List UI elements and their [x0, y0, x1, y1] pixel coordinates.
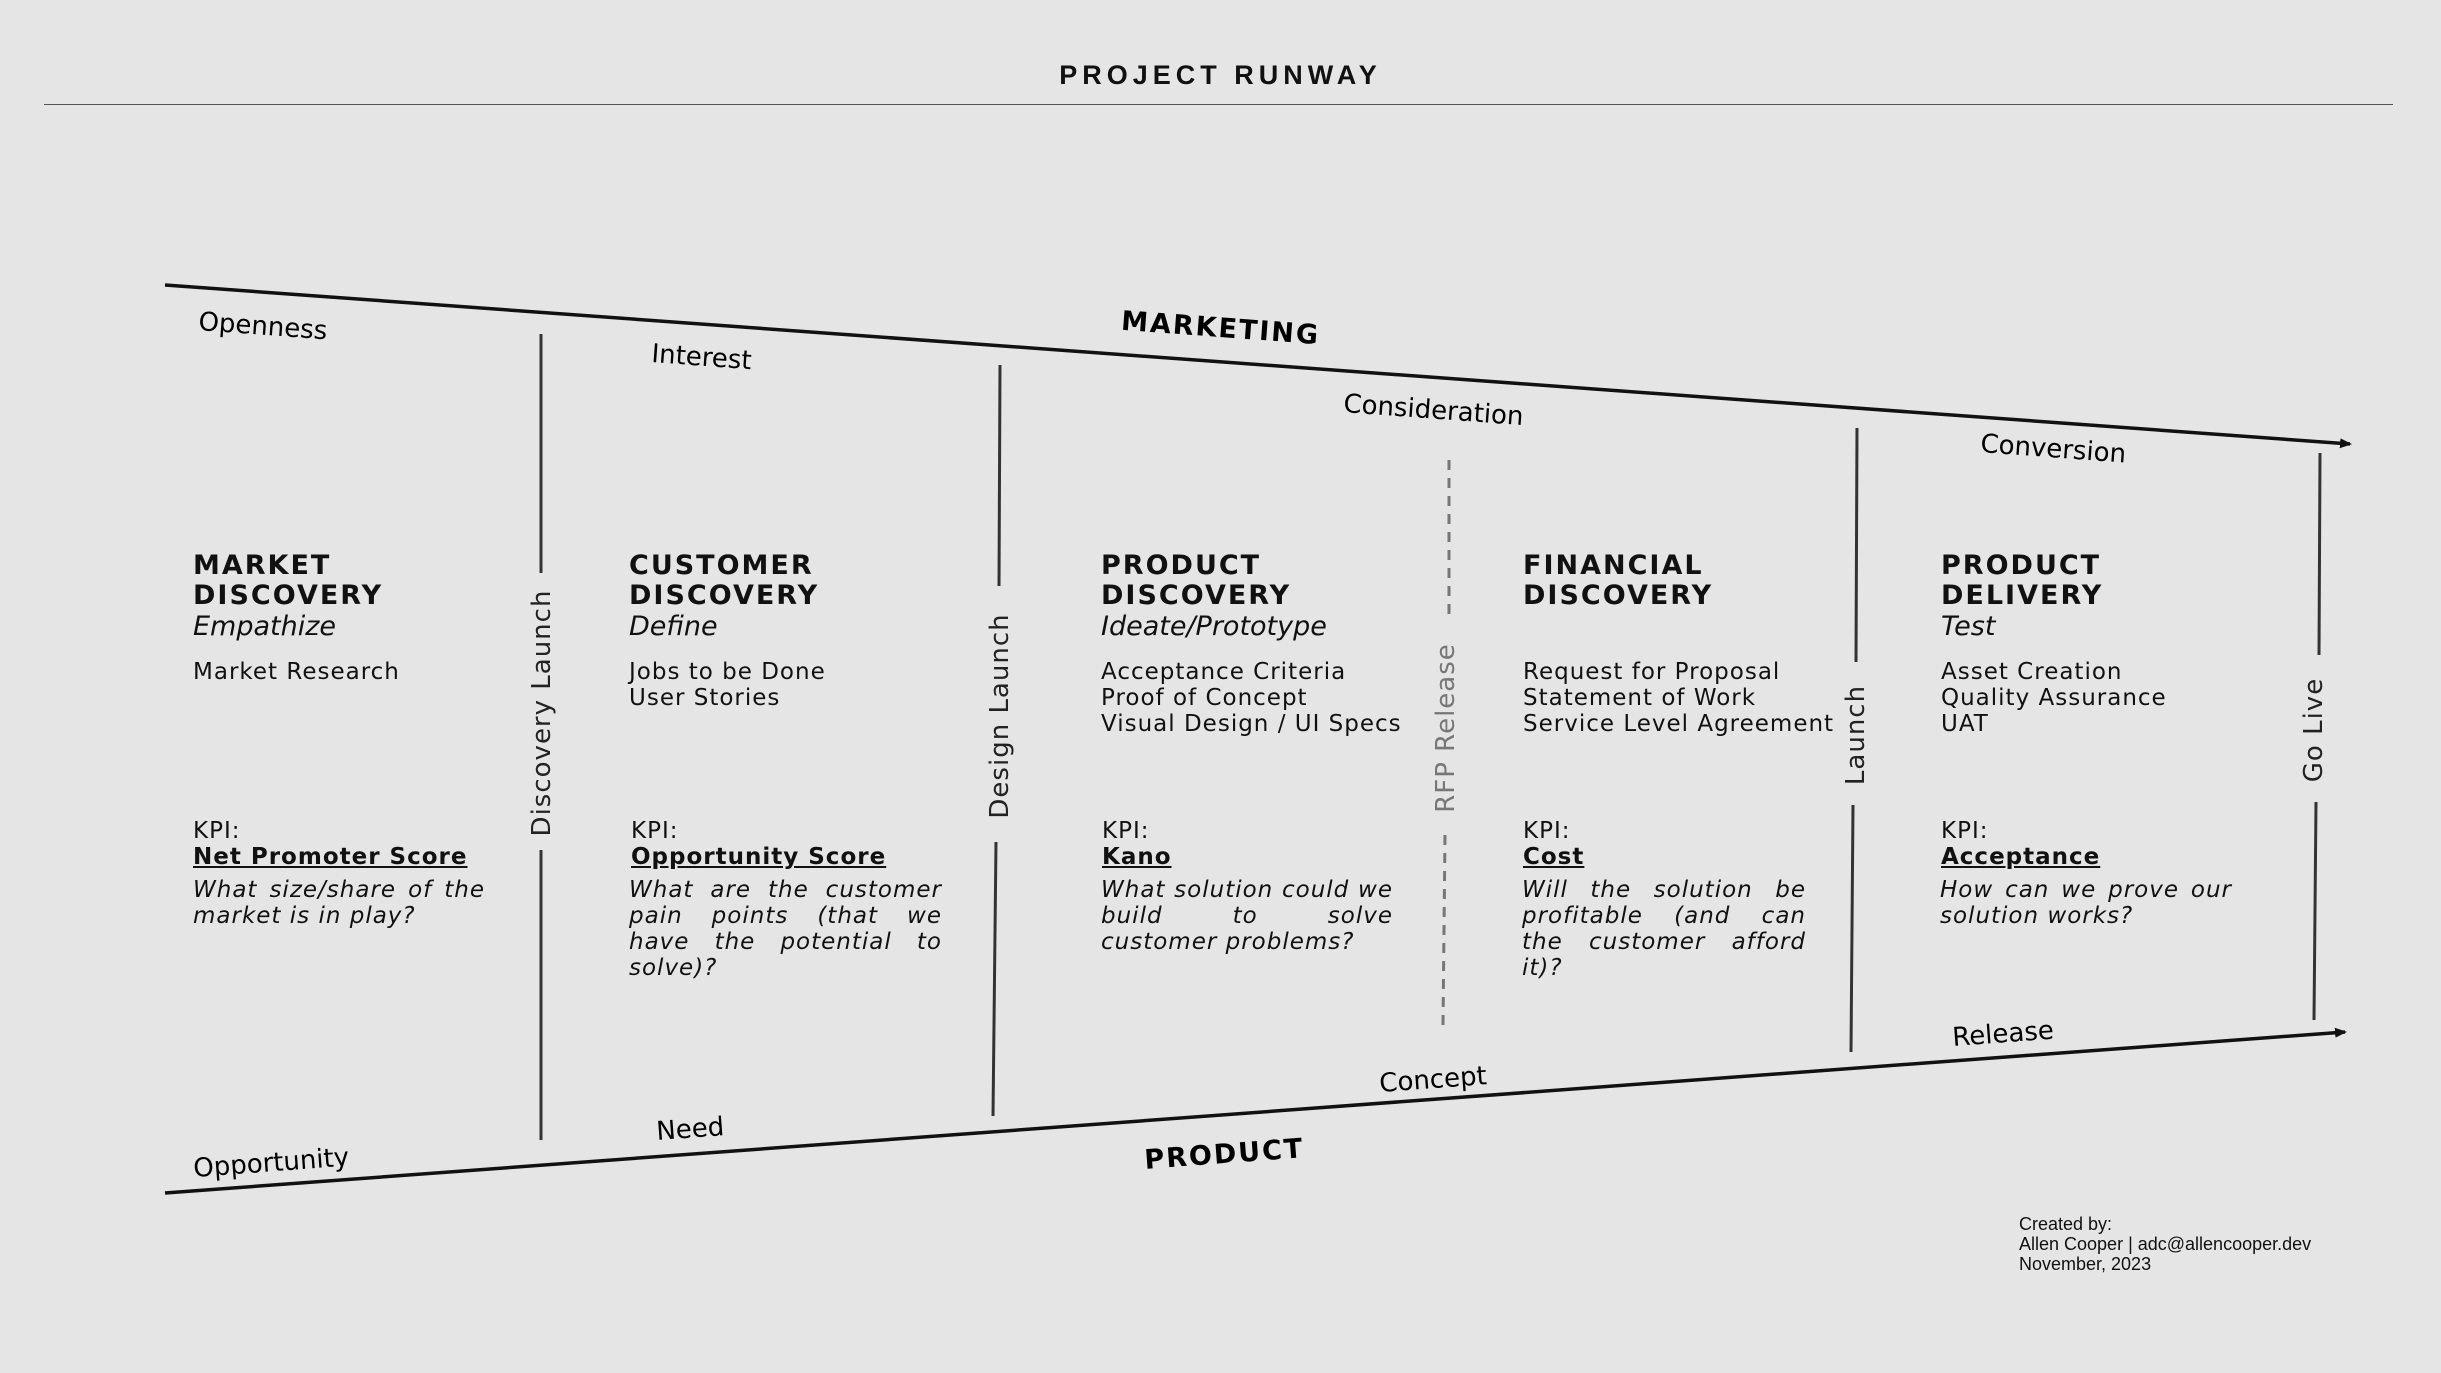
kpi-question: What are the customer pain points (that … [629, 877, 942, 981]
kpi-label: KPI: [631, 818, 679, 844]
credit-block: Created by: Allen Cooper | adc@allencoop… [2019, 1214, 2311, 1274]
milestone-launch: Launch [1841, 427, 1871, 1053]
phase-activities: Request for Proposal Statement of Work S… [1523, 659, 1834, 737]
credit-author: Allen Cooper | adc@allencooper.dev [2019, 1234, 2312, 1254]
milestone-divider [1849, 804, 1855, 1053]
activity-item: Market Research [193, 659, 400, 685]
credit-created-by: Created by: [2019, 1214, 2113, 1234]
marketing-stage-openness: Openness [197, 307, 328, 346]
product-funnel-line [164, 1027, 2347, 1195]
product-stage-opportunity: Opportunity [192, 1143, 350, 1184]
milestone-label: Go Live [2299, 678, 2329, 782]
marketing-funnel-line [164, 283, 2352, 449]
activity-item: Visual Design / UI Specs [1101, 711, 1402, 737]
kpi-name: Kano [1102, 844, 1172, 870]
activity-item: Service Level Agreement [1523, 711, 1835, 737]
kpi-question: How can we prove our solution works? [1940, 877, 2232, 929]
milestone-label: RFP Release [1431, 643, 1461, 813]
phase-title: PRODUCT DISCOVERY [1101, 551, 1291, 611]
marketing-stage-conversion: Conversion [1979, 429, 2127, 469]
phase-title: MARKET DISCOVERY [193, 551, 383, 611]
kpi-label: KPI: [193, 818, 241, 844]
phase-method: Empathize [193, 611, 337, 642]
phase-title-line: PRODUCT [1101, 550, 1262, 581]
activity-item: Request for Proposal [1523, 659, 1781, 685]
milestone-divider [1441, 834, 1447, 1026]
activity-item: Quality Assurance [1941, 685, 2167, 711]
product-stage-release: Release [1951, 1016, 2055, 1053]
phase-method: Test [1941, 611, 1996, 642]
phase-title: FINANCIAL DISCOVERY [1523, 551, 1713, 611]
phase-activities: Market Research [193, 659, 400, 685]
phase-title-line: DISCOVERY [193, 580, 384, 611]
phase-activities: Asset Creation Quality Assurance UAT [1941, 659, 2167, 737]
kpi-question: What solution could we build to solve cu… [1101, 877, 1393, 955]
product-stage-concept: Concept [1378, 1061, 1487, 1099]
milestone-divider [991, 841, 998, 1117]
phase-method: Ideate/Prototype [1101, 611, 1327, 642]
activity-item: Jobs to be Done [629, 659, 826, 685]
activity-item: User Stories [629, 685, 781, 711]
kpi-label: KPI: [1941, 818, 1989, 844]
phase-title-line: DELIVERY [1941, 580, 2104, 611]
marketing-stage-interest: Interest [650, 339, 752, 376]
milestone-label: Discovery Launch [527, 590, 557, 837]
activity-item: Proof of Concept [1101, 685, 1308, 711]
milestone-divider [2312, 801, 2318, 1021]
milestone-rfp-release: RFP Release [1431, 460, 1461, 1026]
phase-title-line: DISCOVERY [1523, 580, 1714, 611]
phase-title-line: DISCOVERY [1101, 580, 1292, 611]
kpi-name: Cost [1523, 844, 1585, 870]
phase-activities: Acceptance Criteria Proof of Concept Vis… [1101, 659, 1402, 737]
phase-title-line: MARKET [193, 550, 332, 581]
activity-item: UAT [1941, 711, 1989, 737]
kpi-question: What size/share of the market is in play… [193, 877, 485, 929]
title-divider [44, 104, 2393, 105]
phase-title-line: CUSTOMER [629, 550, 814, 581]
phase-title: CUSTOMER DISCOVERY [629, 551, 819, 611]
activity-item: Acceptance Criteria [1101, 659, 1347, 685]
milestone-go-live: Go Live [2299, 452, 2329, 1021]
phase-method: Define [629, 611, 718, 642]
marketing-stage-consideration: Consideration [1342, 389, 1524, 432]
phase-activities: Jobs to be Done User Stories [629, 659, 826, 711]
kpi-name: Net Promoter Score [193, 844, 468, 870]
marketing-label: MARKETING [1120, 306, 1321, 351]
milestone-discovery-launch: Discovery Launch [527, 334, 557, 1140]
milestone-label: Launch [1841, 685, 1871, 785]
phase-title-line: FINANCIAL [1523, 550, 1704, 581]
milestone-divider [997, 364, 1002, 587]
milestone-label: Design Launch [985, 613, 1015, 818]
activity-item: Statement of Work [1523, 685, 1757, 711]
milestone-divider [2317, 452, 2322, 656]
credit-date: November, 2023 [2019, 1254, 2152, 1274]
phase-title-line: PRODUCT [1941, 550, 2102, 581]
milestone-divider [1854, 427, 1859, 663]
kpi-question: Will the solution be profitable (and can… [1522, 877, 1806, 981]
activity-item: Asset Creation [1941, 659, 2123, 685]
phase-title-line: DISCOVERY [629, 580, 820, 611]
kpi-name: Acceptance [1941, 844, 2101, 870]
phase-title: PRODUCT DELIVERY [1941, 551, 2103, 611]
product-stage-need: Need [655, 1112, 725, 1147]
kpi-label: KPI: [1102, 818, 1150, 844]
milestone-design-launch: Design Launch [985, 364, 1015, 1117]
kpi-name: Opportunity Score [631, 844, 887, 870]
product-label: PRODUCT [1143, 1133, 1305, 1176]
page-title: PROJECT RUNWAY [1059, 60, 1382, 90]
kpi-label: KPI: [1523, 818, 1571, 844]
